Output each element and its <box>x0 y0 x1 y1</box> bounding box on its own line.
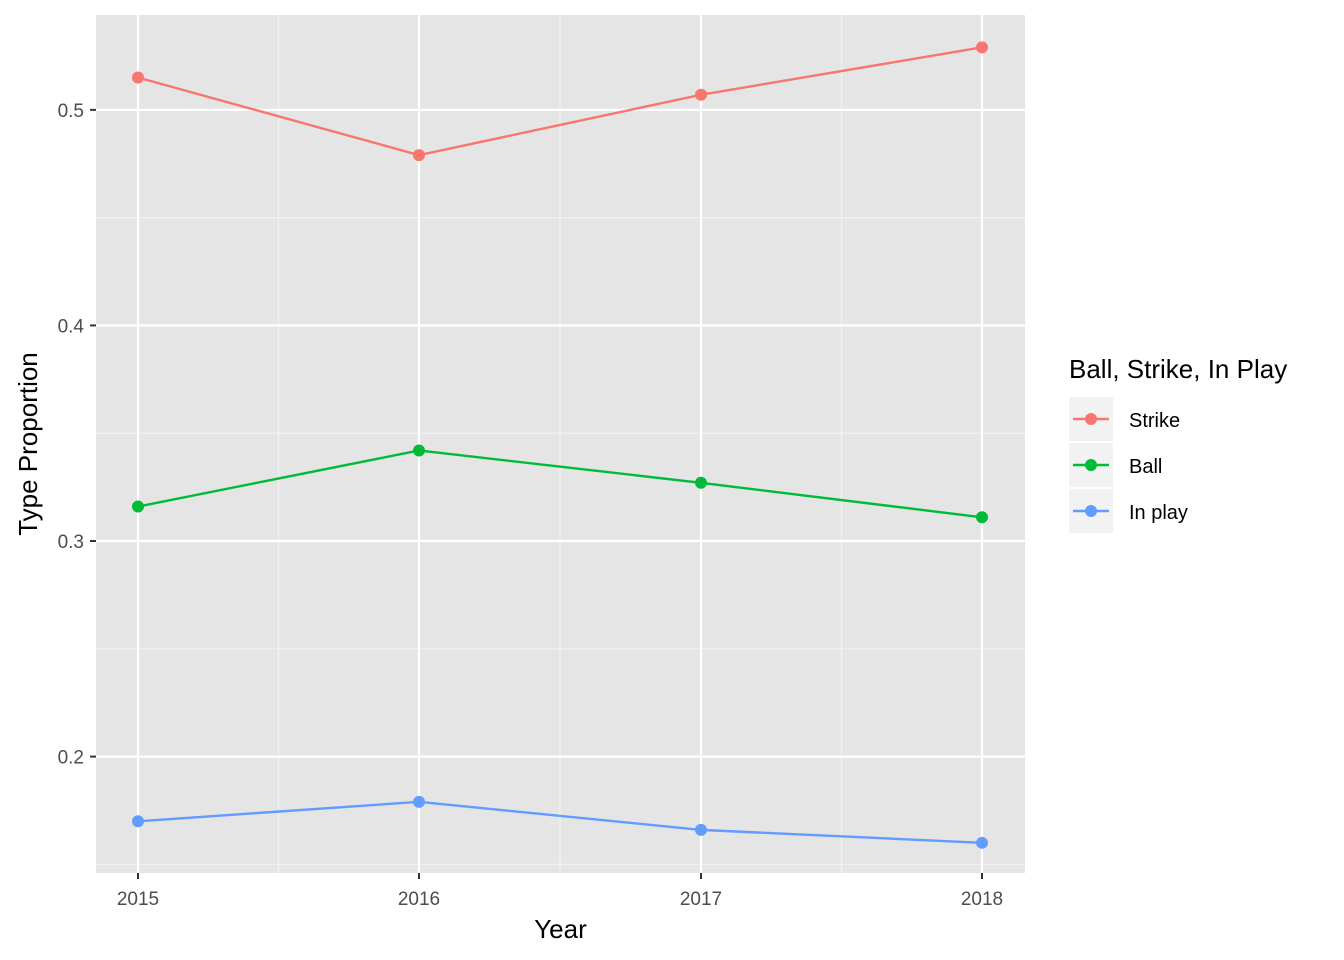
legend-item: Ball <box>1069 443 1162 487</box>
y-tick-label: 0.4 <box>58 316 85 337</box>
data-point <box>976 41 988 54</box>
x-tick-label: 2018 <box>961 889 1003 910</box>
data-point <box>413 444 425 457</box>
y-axis-title: Type Proportion <box>13 352 43 536</box>
legend-items: Strike Ball In play <box>1069 397 1188 533</box>
data-point <box>976 511 988 524</box>
legend-label: Strike <box>1129 410 1180 432</box>
legend: Ball, Strike, In Play Strike Ball In play <box>1069 354 1287 533</box>
data-point <box>132 815 144 828</box>
minor-gridlines <box>96 15 1025 873</box>
legend-point <box>1085 505 1097 517</box>
series-line <box>137 800 983 845</box>
x-axis: 2015 2016 2017 2018 <box>117 873 1003 910</box>
series-layer <box>132 41 988 849</box>
y-axis: 0.2 0.3 0.4 0.5 <box>58 101 96 769</box>
data-point <box>132 71 144 84</box>
series-line <box>137 449 983 519</box>
data-point <box>695 476 707 489</box>
legend-label: In play <box>1129 502 1188 524</box>
data-point <box>695 823 707 836</box>
series-in-play <box>132 795 988 849</box>
legend-point <box>1085 413 1097 425</box>
y-tick-label: 0.5 <box>58 101 84 122</box>
data-point <box>413 149 425 162</box>
legend-item: Strike <box>1069 397 1180 441</box>
y-tick-label: 0.3 <box>58 532 84 553</box>
x-tick-label: 2016 <box>398 889 440 910</box>
data-point <box>132 500 144 513</box>
series-line <box>137 46 983 157</box>
series-strike <box>132 41 988 162</box>
legend-item: In play <box>1069 489 1188 533</box>
legend-title: Ball, Strike, In Play <box>1069 354 1287 384</box>
y-tick-label: 0.2 <box>58 748 84 769</box>
x-tick-label: 2017 <box>680 889 722 910</box>
x-tick-label: 2015 <box>117 889 159 910</box>
data-point <box>976 836 988 849</box>
x-axis-title: Year <box>534 914 587 944</box>
legend-point <box>1085 459 1097 471</box>
series-ball <box>132 444 988 524</box>
data-point <box>413 795 425 808</box>
legend-label: Ball <box>1129 456 1162 478</box>
data-point <box>695 88 707 101</box>
